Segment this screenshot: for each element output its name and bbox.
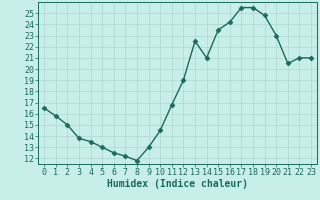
X-axis label: Humidex (Indice chaleur): Humidex (Indice chaleur) xyxy=(107,179,248,189)
